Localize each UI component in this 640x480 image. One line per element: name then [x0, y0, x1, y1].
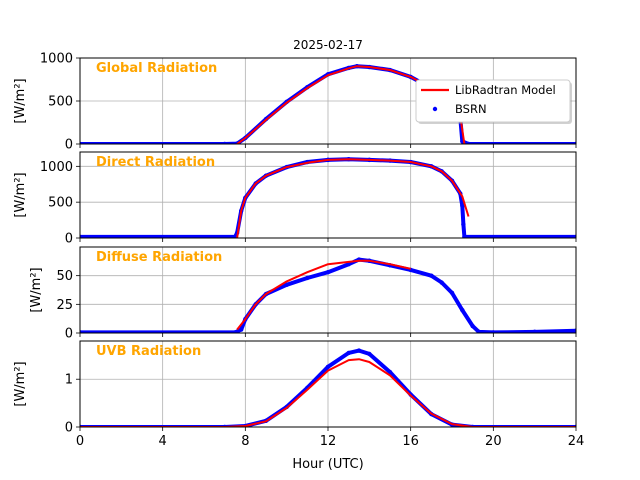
bsrn-point — [232, 330, 238, 333]
panel-title: Direct Radiation — [96, 155, 215, 170]
legend: LibRadtran Model BSRN — [415, 79, 572, 124]
panel-frame — [79, 57, 577, 145]
bsrn-point — [573, 328, 576, 333]
bsrn-point — [462, 234, 467, 238]
bsrn-point — [305, 275, 310, 281]
panel-title: Diffuse Radiation — [96, 250, 222, 265]
y-tick-label: 0 — [65, 327, 73, 342]
series-model — [236, 158, 470, 238]
bsrn-point — [356, 348, 362, 353]
legend-dot-bsrn — [432, 106, 438, 112]
y-tick-label: 1000 — [40, 52, 73, 67]
y-axis-title: [W/m²] — [13, 78, 28, 123]
panel-3: 0 25 50 Diffuse Radiation [W/m²] — [29, 246, 577, 342]
y-axis-title: [W/m²] — [13, 172, 28, 217]
bsrn-point — [325, 270, 331, 275]
bsrn-point — [460, 307, 465, 313]
y-tick-label: 0 — [65, 421, 73, 436]
panel-title: Global Radiation — [96, 61, 217, 76]
bsrn-point — [573, 234, 576, 238]
panel-4: 0 1 UVB Radiation [W/m²] 0 4 8 12 16 20 24 — [13, 340, 585, 449]
bsrn-point — [532, 329, 537, 333]
bsrn-point — [461, 222, 466, 227]
panel-frame — [79, 151, 577, 239]
y-tick-label: 1000 — [40, 160, 73, 175]
bsrn-point — [239, 327, 244, 332]
panel-2: 0 500 1000 Direct Radiation [W/m²] — [13, 151, 577, 247]
legend-label-model: LibRadtran Model — [455, 83, 556, 97]
bsrn-point — [387, 369, 393, 375]
y-tick-label: 50 — [56, 269, 73, 284]
bsrn-point — [80, 141, 83, 144]
bsrn-point — [470, 323, 475, 329]
y-tick-label: 500 — [48, 196, 73, 211]
bsrn-point — [346, 350, 351, 356]
x-tick-label: 4 — [159, 434, 167, 449]
y-axis-title: [W/m²] — [13, 361, 28, 406]
y-tick-label: 25 — [56, 298, 73, 313]
panel-title: UVB Radiation — [96, 344, 201, 359]
x-tick-label: 8 — [241, 434, 249, 449]
x-axis-title: Hour (UTC) — [292, 457, 363, 472]
bsrn-point — [491, 330, 496, 333]
bsrn-point — [460, 203, 465, 208]
bsrn-point — [222, 141, 227, 144]
y-tick-label: 500 — [48, 95, 73, 110]
figure-title: 2025-02-17 — [293, 38, 363, 52]
series-model — [80, 358, 576, 427]
x-tick-label: 16 — [402, 434, 419, 449]
y-tick-label: 0 — [65, 232, 73, 247]
x-tick-label: 20 — [485, 434, 502, 449]
x-tick-label: 12 — [320, 434, 337, 449]
x-tick-label: 24 — [568, 434, 585, 449]
bsrn-point — [573, 141, 576, 144]
bsrn-point — [284, 282, 289, 288]
bsrn-point — [449, 290, 455, 296]
bsrn-point — [80, 234, 83, 238]
legend-label-bsrn: BSRN — [455, 102, 487, 116]
x-tick-label: 0 — [76, 434, 84, 449]
bsrn-point — [367, 351, 372, 357]
panel-frame — [79, 340, 577, 428]
bsrn-point — [325, 364, 331, 369]
panel-frame — [79, 246, 577, 334]
bsrn-point — [80, 330, 83, 333]
legend-frame — [415, 79, 571, 123]
bsrn-point — [439, 280, 444, 285]
y-axis-title: [W/m²] — [29, 267, 44, 312]
bsrn-point — [346, 262, 351, 267]
bsrn-point — [466, 141, 471, 144]
bsrn-point — [429, 273, 434, 278]
y-tick-label: 1 — [65, 373, 73, 388]
series-model — [236, 259, 411, 331]
bsrn-point — [232, 234, 238, 238]
bsrn-point — [476, 329, 482, 333]
y-tick-label: 0 — [65, 138, 73, 153]
